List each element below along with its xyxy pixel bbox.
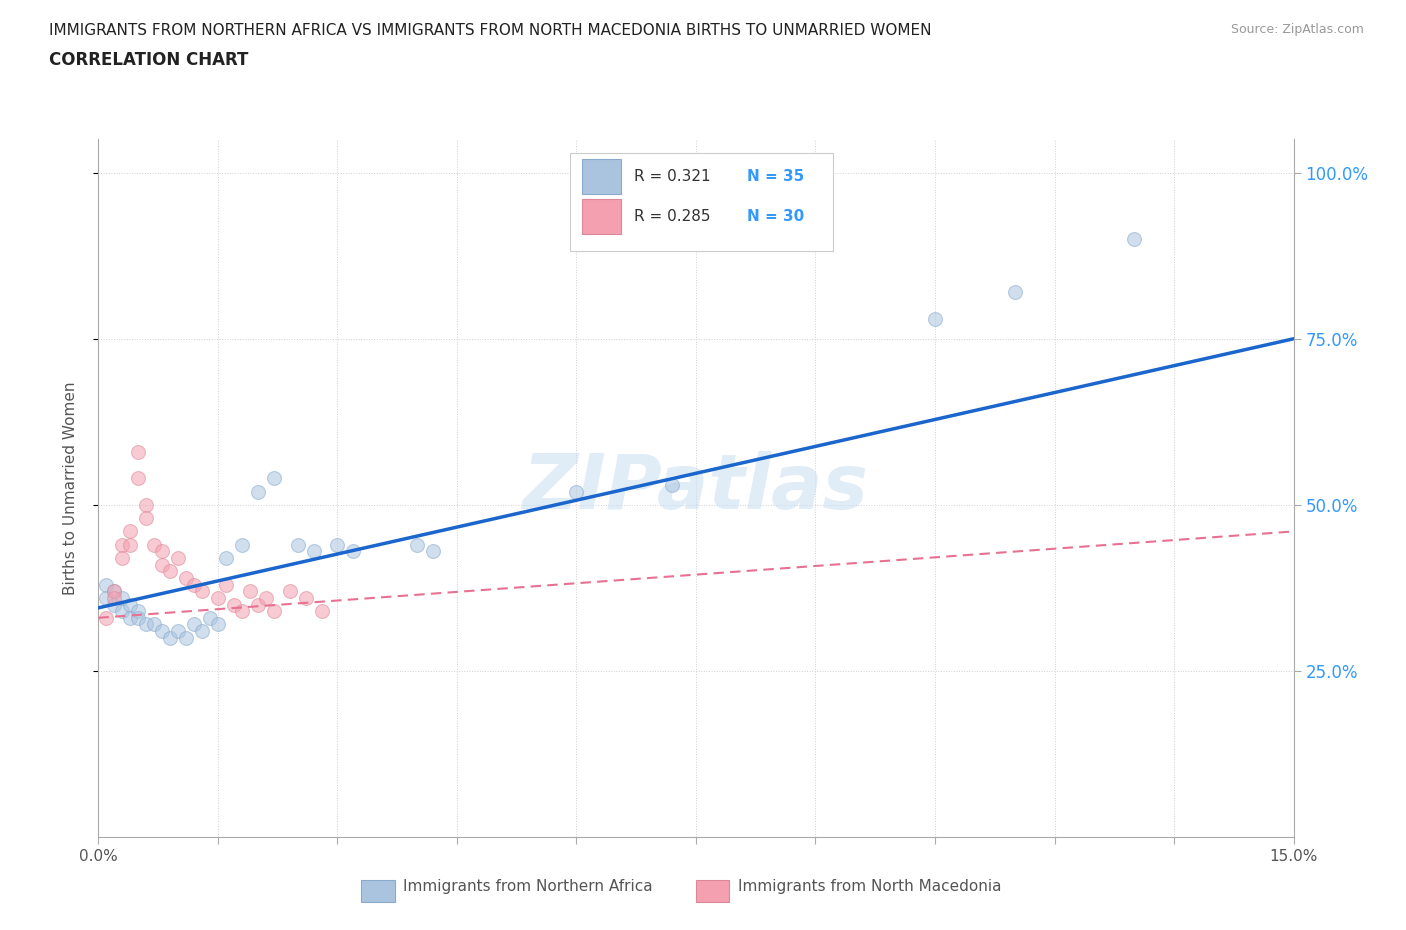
Text: N = 35: N = 35 — [748, 169, 804, 184]
Text: Immigrants from Northern Africa: Immigrants from Northern Africa — [404, 879, 652, 894]
Point — [231, 538, 253, 552]
Point — [127, 610, 149, 625]
Point — [127, 445, 149, 459]
Y-axis label: Births to Unmarried Women: Births to Unmarried Women — [63, 381, 77, 595]
FancyBboxPatch shape — [571, 153, 834, 251]
Point — [263, 604, 285, 618]
FancyBboxPatch shape — [696, 880, 730, 902]
Point — [143, 617, 166, 631]
Point — [150, 624, 173, 639]
Point — [111, 604, 134, 618]
Point — [174, 570, 197, 585]
Point — [150, 544, 173, 559]
Point — [311, 604, 333, 618]
Point — [198, 610, 221, 625]
Text: R = 0.285: R = 0.285 — [634, 208, 710, 224]
Text: ZIPatlas: ZIPatlas — [523, 451, 869, 525]
Point — [924, 312, 946, 326]
Point — [191, 584, 214, 599]
Point — [183, 578, 205, 592]
Point — [254, 591, 277, 605]
Point — [302, 544, 325, 559]
Point — [120, 538, 142, 552]
Point — [96, 610, 118, 625]
Point — [294, 591, 316, 605]
Point — [120, 597, 142, 612]
Point — [103, 584, 125, 599]
Point — [215, 551, 238, 565]
Text: CORRELATION CHART: CORRELATION CHART — [49, 51, 249, 69]
FancyBboxPatch shape — [582, 159, 620, 194]
Point — [103, 584, 125, 599]
Point — [422, 544, 444, 559]
Point — [120, 524, 142, 538]
Point — [96, 578, 118, 592]
Point — [111, 538, 134, 552]
Point — [167, 624, 190, 639]
Point — [167, 551, 190, 565]
FancyBboxPatch shape — [582, 199, 620, 233]
Text: R = 0.321: R = 0.321 — [634, 169, 710, 184]
Point — [278, 584, 301, 599]
Point — [159, 631, 181, 645]
Point — [215, 578, 238, 592]
Point — [135, 498, 157, 512]
Point — [127, 604, 149, 618]
Point — [127, 471, 149, 485]
Point — [207, 617, 229, 631]
FancyBboxPatch shape — [361, 880, 395, 902]
Point — [135, 617, 157, 631]
Point — [96, 591, 118, 605]
Point — [135, 511, 157, 525]
Text: Immigrants from North Macedonia: Immigrants from North Macedonia — [738, 879, 1001, 894]
Point — [143, 538, 166, 552]
Point — [263, 471, 285, 485]
Point — [207, 591, 229, 605]
Point — [159, 564, 181, 578]
Point — [103, 597, 125, 612]
Point — [246, 597, 269, 612]
Point — [150, 557, 173, 572]
Text: N = 30: N = 30 — [748, 208, 804, 224]
Point — [174, 631, 197, 645]
Point — [111, 591, 134, 605]
Point — [1123, 232, 1146, 246]
Point — [231, 604, 253, 618]
Point — [246, 485, 269, 499]
Point — [342, 544, 364, 559]
Point — [287, 538, 309, 552]
Point — [565, 485, 588, 499]
Point — [183, 617, 205, 631]
Point — [103, 591, 125, 605]
Point — [326, 538, 349, 552]
Point — [661, 477, 683, 492]
Point — [111, 551, 134, 565]
Point — [406, 538, 429, 552]
Point — [1004, 285, 1026, 299]
Point — [191, 624, 214, 639]
Point — [120, 610, 142, 625]
Text: IMMIGRANTS FROM NORTHERN AFRICA VS IMMIGRANTS FROM NORTH MACEDONIA BIRTHS TO UNM: IMMIGRANTS FROM NORTHERN AFRICA VS IMMIG… — [49, 23, 932, 38]
Point — [239, 584, 262, 599]
Point — [222, 597, 245, 612]
Text: Source: ZipAtlas.com: Source: ZipAtlas.com — [1230, 23, 1364, 36]
